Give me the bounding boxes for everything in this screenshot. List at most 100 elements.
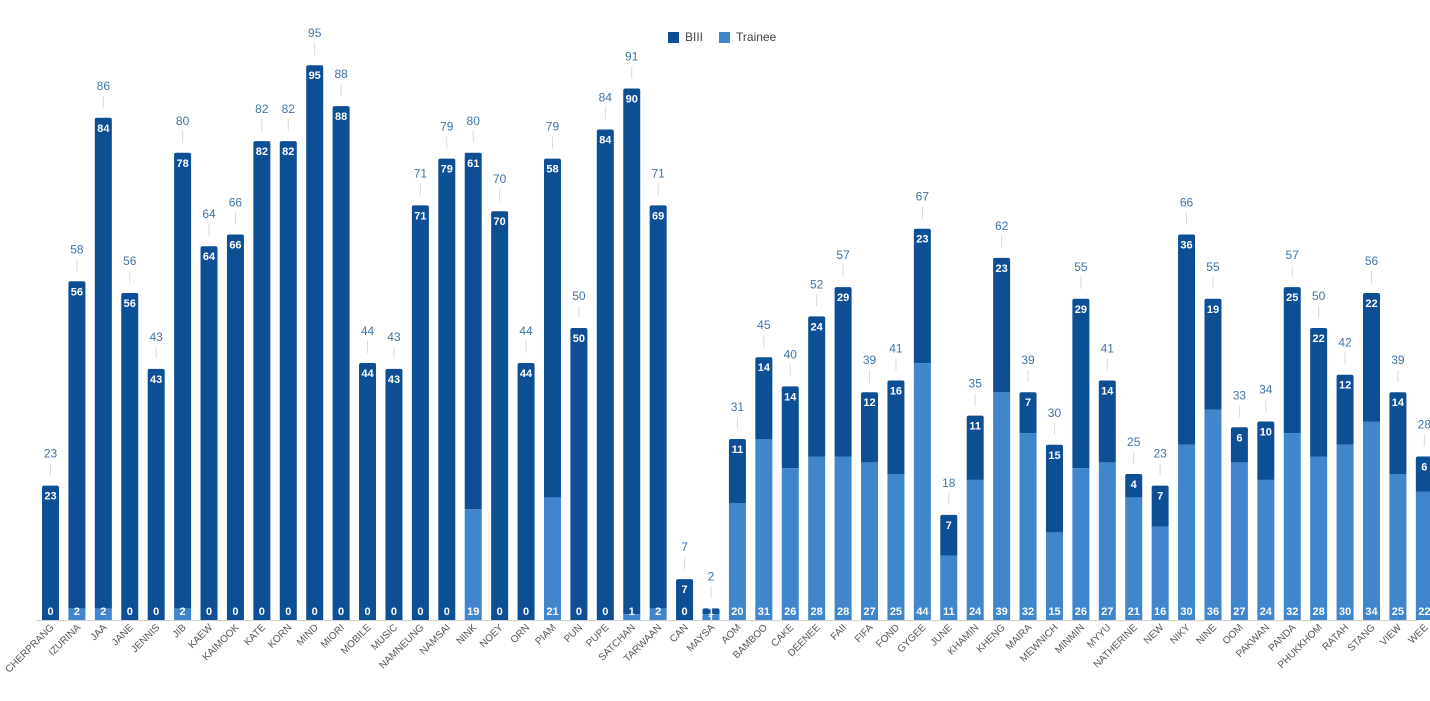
- x-tick-maysa: MAYSA: [685, 622, 717, 654]
- label-biii-deenee: 24: [811, 321, 824, 333]
- bar-biii-can: [676, 579, 694, 620]
- bar-biii-namsai: [438, 158, 456, 620]
- label-biii-kate: 82: [256, 146, 268, 158]
- label-biii-mind: 95: [309, 70, 321, 82]
- bar-trainee-nine: [1204, 409, 1222, 620]
- bar-biii-cake: [781, 386, 799, 469]
- label-biii-minmin: 29: [1075, 304, 1087, 316]
- x-tick-fifa: FIFA: [853, 622, 876, 645]
- legend-item-biii[interactable]: BIII: [668, 30, 703, 44]
- bar-trainee-piam: [543, 497, 561, 620]
- x-tick-noey: NOEY: [478, 622, 506, 650]
- bar-biii-ratah: [1336, 374, 1354, 445]
- bar-biii-tarwaan: [649, 205, 667, 609]
- label-biii-pupe: 84: [599, 134, 612, 146]
- legend-item-trainee[interactable]: Trainee: [719, 30, 776, 44]
- bar-biii-kaew: [200, 246, 218, 621]
- label-biii-kaimook: 66: [229, 240, 241, 252]
- x-tick-korn: KORN: [266, 622, 294, 650]
- label-trainee-cherprang: 0: [47, 606, 53, 618]
- label-biii-namneung: 71: [414, 210, 426, 222]
- label-trainee-khamin: 24: [969, 606, 982, 618]
- x-tick-ratah: RATAH: [1320, 622, 1351, 653]
- bar-biii-kate: [253, 141, 271, 620]
- bar-biii-aom: [728, 438, 746, 504]
- bar-biii-noey: [491, 211, 509, 620]
- label-trainee-tarwaan: 2: [655, 606, 661, 618]
- label-total-natherine: 25: [1127, 435, 1141, 449]
- label-total-cake: 40: [784, 347, 798, 361]
- bar-biii-view: [1389, 392, 1407, 474]
- label-trainee-music: 0: [391, 606, 397, 618]
- bar-biii-piam: [543, 158, 561, 498]
- label-trainee-gygee: 44: [916, 606, 929, 618]
- x-tick-wee: WEE: [1407, 622, 1430, 646]
- label-biii-mobile: 44: [361, 368, 374, 380]
- bar-biii-kheng: [993, 257, 1011, 393]
- bar-trainee-bamboo: [755, 438, 773, 620]
- label-biii-fifa: 12: [863, 397, 875, 409]
- label-biii-view: 14: [1392, 397, 1405, 409]
- label-trainee-wee: 22: [1418, 606, 1430, 618]
- x-tick-jennis: JENNIS: [129, 622, 162, 655]
- x-tick-mind: MIND: [295, 622, 321, 648]
- label-trainee-view: 25: [1392, 606, 1404, 618]
- label-trainee-namneung: 0: [417, 606, 423, 618]
- label-trainee-mewnich: 15: [1048, 606, 1060, 618]
- label-trainee-deenee: 28: [811, 606, 823, 618]
- label-biii-gygee: 23: [916, 234, 928, 246]
- label-trainee-noey: 0: [497, 606, 503, 618]
- label-total-kate: 82: [255, 102, 269, 116]
- label-total-view: 39: [1391, 353, 1405, 367]
- label-total-fifa: 39: [863, 353, 877, 367]
- bar-biii-jane: [121, 292, 139, 620]
- label-trainee-stang: 34: [1365, 606, 1378, 618]
- bar-trainee-tarwaan: [649, 608, 667, 620]
- bar-biii-nine: [1204, 298, 1222, 410]
- label-total-fond: 41: [889, 342, 903, 356]
- label-trainee-kheng: 39: [995, 606, 1007, 618]
- label-trainee-kaew: 0: [206, 606, 212, 618]
- label-biii-bamboo: 14: [758, 362, 771, 374]
- bar-biii-cherprang: [42, 485, 59, 620]
- label-total-khamin: 35: [969, 377, 983, 391]
- label-total-jennis: 43: [150, 330, 164, 344]
- label-trainee-fifa: 27: [863, 606, 875, 618]
- label-trainee-mind: 0: [312, 606, 318, 618]
- bar-biii-jib: [174, 152, 192, 609]
- label-trainee-izurina: 2: [74, 606, 80, 618]
- bar-biii-miori: [332, 106, 350, 620]
- legend-swatch-biii: [668, 31, 679, 43]
- bar-trainee-kheng: [993, 392, 1011, 620]
- label-total-kaew: 64: [202, 207, 216, 221]
- label-trainee-kaimook: 0: [232, 606, 238, 618]
- bar-biii-maira: [1019, 392, 1037, 434]
- bar-trainee-phukkhom: [1310, 456, 1328, 620]
- label-total-miori: 88: [334, 67, 348, 81]
- bar-biii-niky: [1178, 234, 1196, 445]
- bar-biii-natherine: [1125, 474, 1143, 498]
- bar-trainee-jaa: [94, 608, 112, 620]
- label-biii-fond: 16: [890, 386, 902, 398]
- label-biii-orn: 44: [520, 368, 533, 380]
- label-trainee-maira: 32: [1022, 606, 1034, 618]
- bar-biii-gygee: [913, 228, 931, 364]
- label-total-bamboo: 45: [757, 318, 771, 332]
- label-trainee-new: 16: [1154, 606, 1166, 618]
- label-total-maysa: 2: [708, 569, 715, 583]
- label-trainee-mobile: 0: [364, 606, 370, 618]
- label-trainee-namsai: 0: [444, 606, 450, 618]
- label-biii-music: 43: [388, 374, 400, 386]
- label-biii-nine: 19: [1207, 304, 1219, 316]
- label-trainee-natherine: 21: [1128, 606, 1140, 618]
- label-total-pun: 50: [572, 289, 586, 303]
- bar-trainee-faii: [834, 456, 852, 620]
- label-trainee-piam: 21: [546, 606, 558, 618]
- x-tick-kate: KATE: [242, 622, 268, 648]
- label-total-nink: 80: [467, 114, 481, 128]
- bar-biii-orn: [517, 363, 535, 620]
- label-trainee-can: 0: [682, 606, 688, 618]
- label-biii-jib: 78: [176, 158, 188, 170]
- bar-trainee-june: [940, 555, 958, 620]
